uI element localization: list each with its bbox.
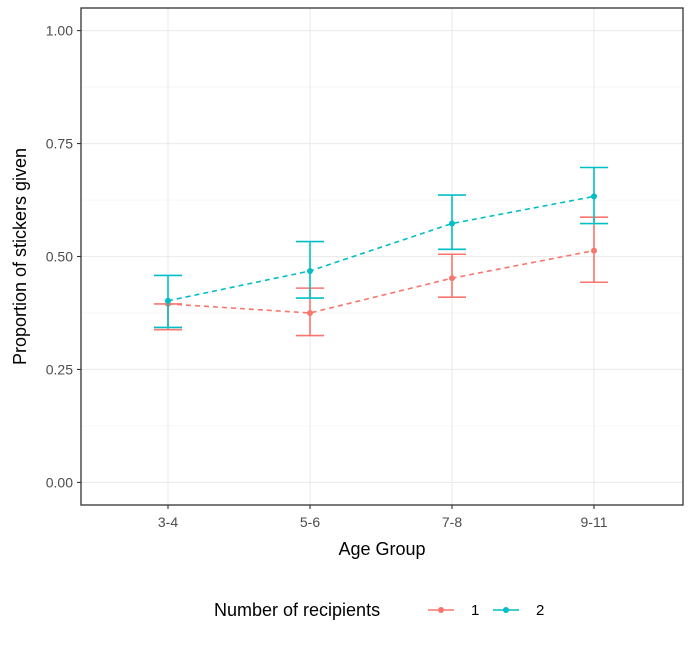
legend: Number of recipients 1 2 [214, 600, 544, 620]
series-line [167, 249, 595, 314]
legend-key-point [438, 607, 444, 613]
series-2 [154, 166, 608, 329]
x-tick-label: 7-8 [442, 514, 462, 530]
x-axis-title: Age Group [338, 539, 425, 559]
series-1 [154, 216, 608, 337]
y-tick-label: 0.75 [46, 136, 73, 152]
y-tick-label: 0.50 [46, 249, 73, 265]
y-axis-title: Proportion of stickers given [10, 148, 30, 365]
legend-title: Number of recipients [214, 600, 380, 620]
data-point [591, 247, 597, 254]
data-point [165, 297, 171, 304]
series-line [167, 195, 595, 302]
series-layer [154, 166, 608, 337]
y-tick-label: 0.00 [46, 474, 73, 490]
legend-key-point [503, 607, 509, 613]
grid [81, 8, 683, 505]
legend-label: 2 [536, 602, 544, 619]
x-axis: 3-4 5-6 7-8 9-11 [158, 505, 608, 530]
x-tick-label: 3-4 [158, 514, 178, 530]
x-tick-label: 5-6 [300, 514, 320, 530]
y-axis: 0.00 0.25 0.50 0.75 1.00 [46, 23, 81, 490]
x-tick-label: 9-11 [581, 514, 608, 530]
data-point [591, 193, 597, 200]
y-tick-label: 0.25 [46, 361, 73, 377]
legend-label: 1 [471, 602, 479, 619]
data-point [307, 267, 313, 274]
data-point [307, 309, 313, 316]
y-tick-label: 1.00 [46, 23, 73, 39]
data-point [449, 220, 455, 227]
legend-key-1 [428, 607, 454, 613]
legend-key-2 [493, 607, 519, 613]
data-point [449, 275, 455, 282]
